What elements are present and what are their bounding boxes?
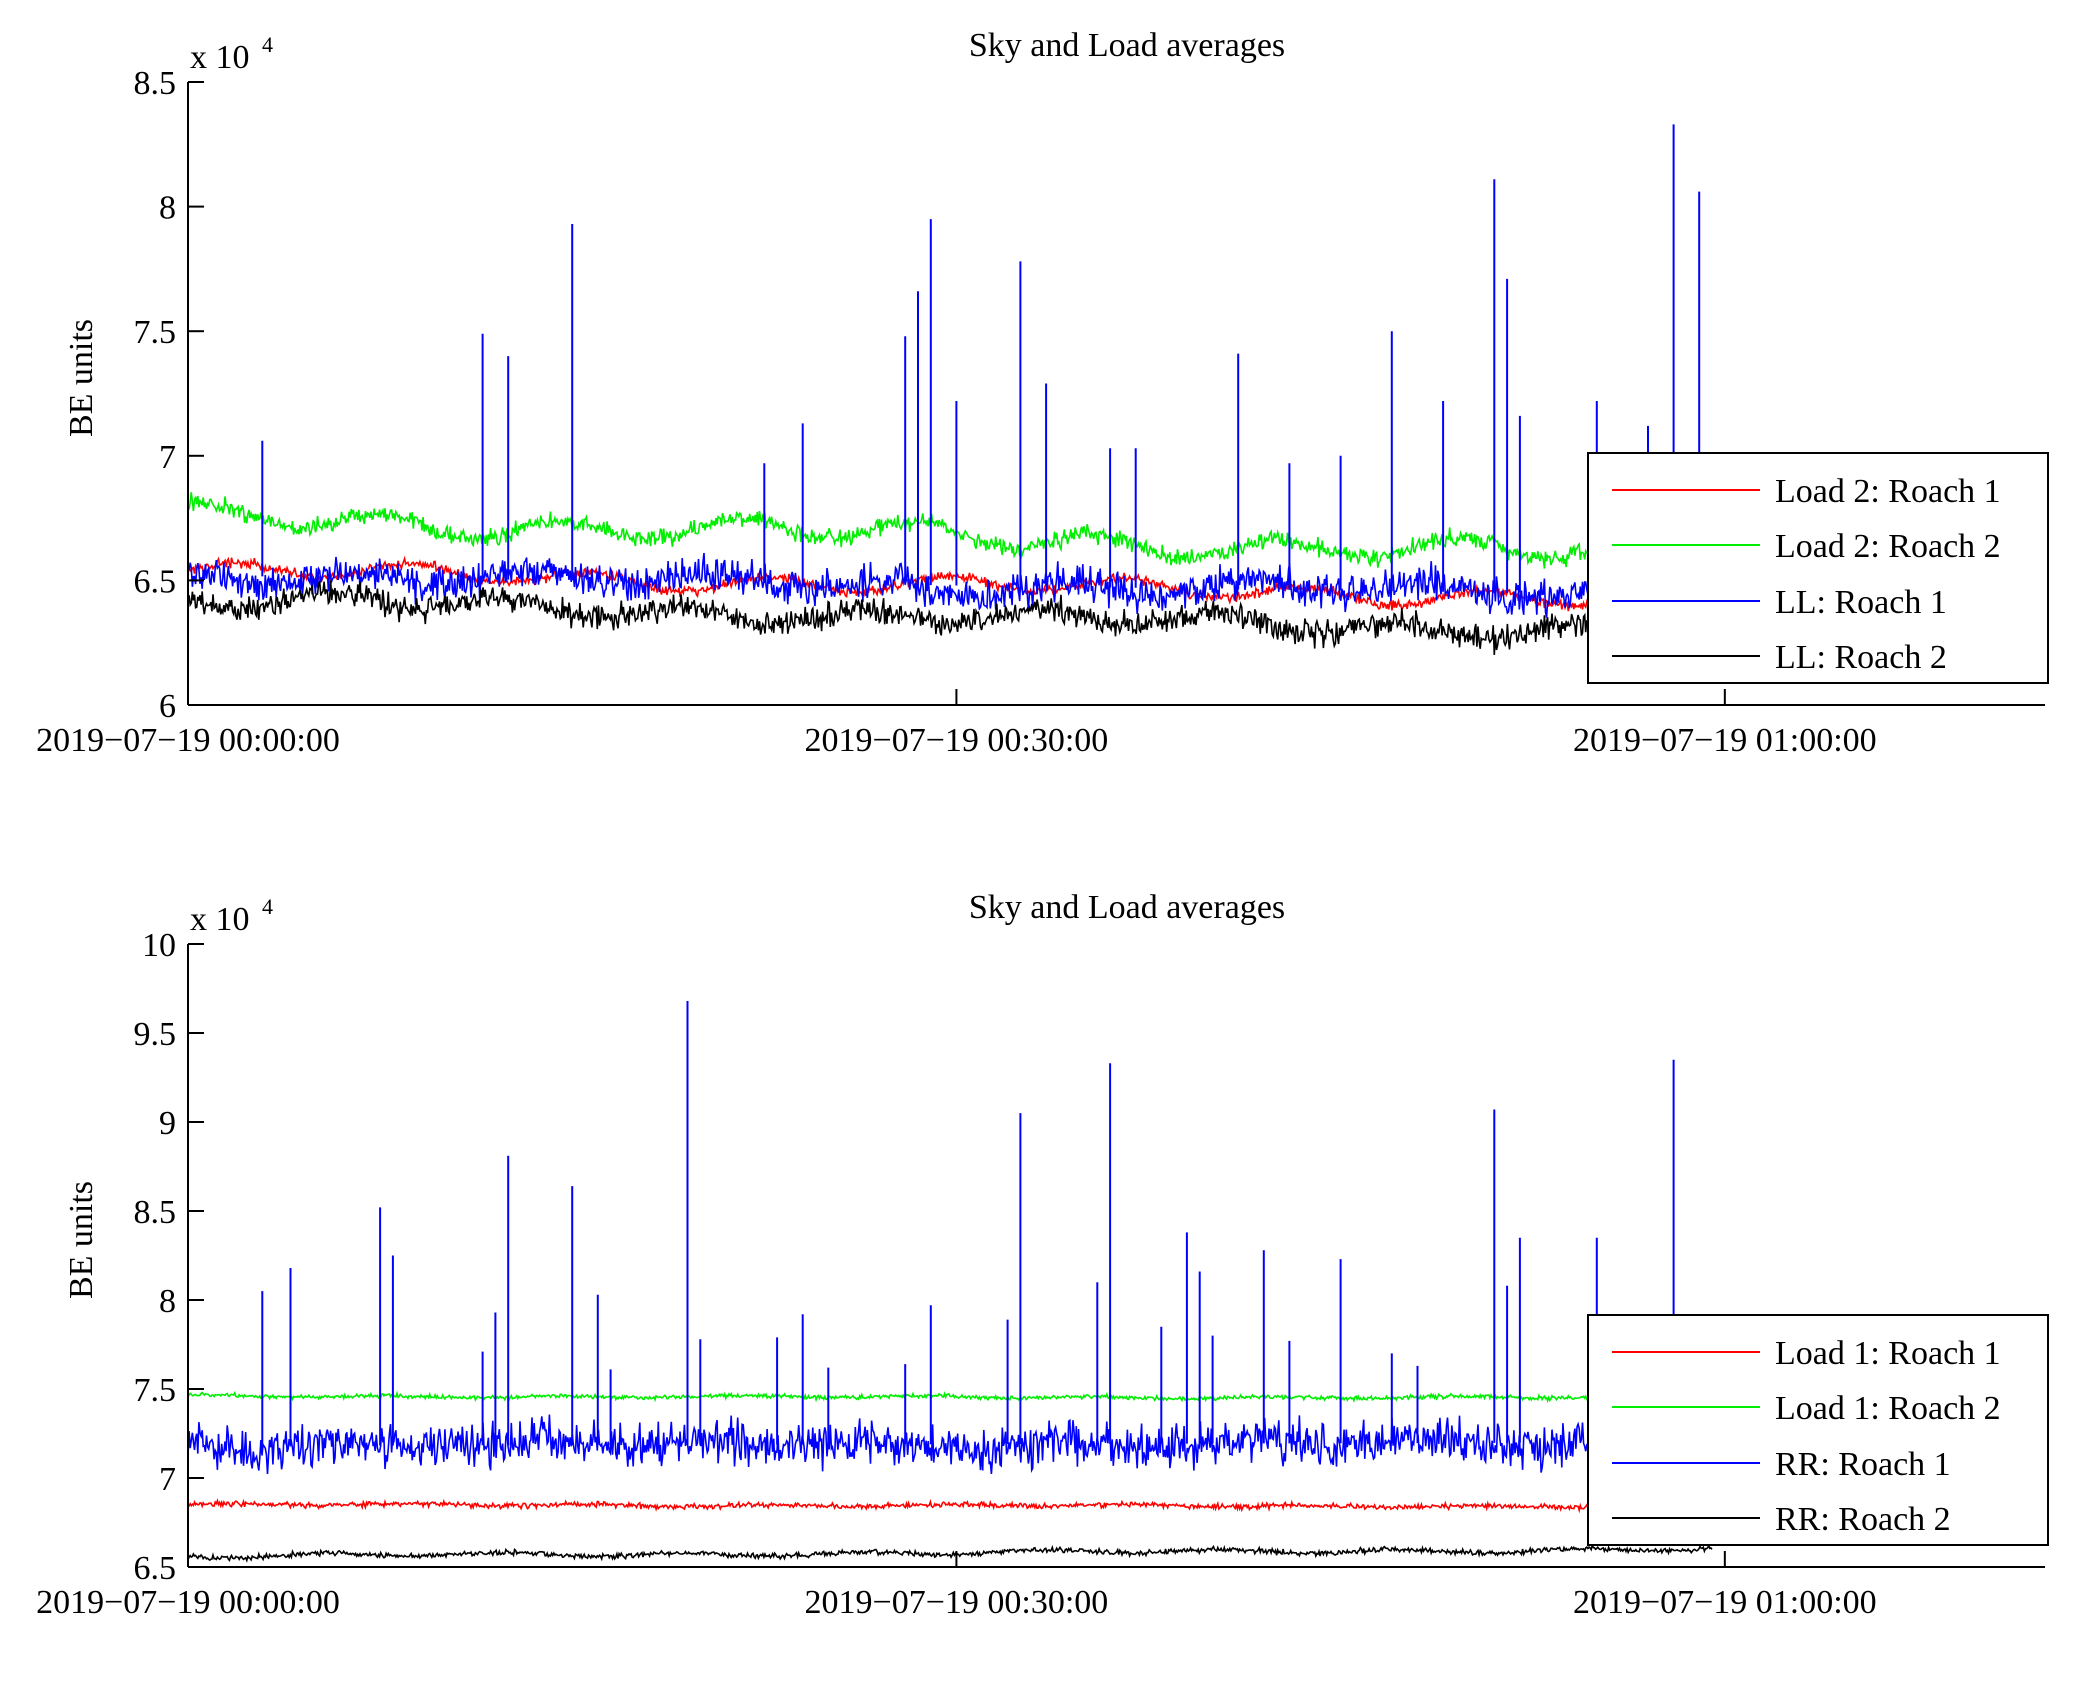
top-chart-legend-box: [1587, 452, 2049, 684]
top-chart-y-exponent-power: 4: [262, 32, 273, 57]
bottom-chart-y-tick-label-4: 8.5: [134, 1194, 177, 1231]
bottom-chart-y-tick-label-5: 9: [159, 1105, 176, 1142]
bottom-chart-title: Sky and Load averages: [969, 889, 1285, 926]
bottom-chart-axes: 6.5 7 7.5 8 8.5 9 9.5 10 2019−07−19 00:00:00 2019…: [36, 927, 2045, 1621]
bottom-chart-y-exponent: x 10 4: [190, 894, 273, 938]
bottom-chart-series-load-1-roach-1: [188, 1498, 1712, 1514]
bottom-chart-y-tick-label-3: 8: [159, 1283, 176, 1320]
top-chart-y-tick-label-3: 7.5: [134, 314, 177, 351]
top-chart-series-ll-roach-2: [188, 580, 1713, 656]
bottom-chart-y-tick-label-6: 9.5: [134, 1016, 177, 1053]
bottom-chart-y-axis-label: BE units: [63, 1181, 100, 1299]
bottom-chart-legend-box: [1587, 1314, 2049, 1546]
top-chart-title: Sky and Load averages: [969, 27, 1285, 64]
top-chart-legend-label-load2-roach2: Load 2: Roach 2: [1775, 528, 2001, 565]
top-chart: Sky and Load averages x 10 4 BE units 66…: [36, 27, 2049, 759]
top-chart-legend-label-ll-roach1: LL: Roach 1: [1775, 584, 1947, 621]
top-chart-legend: Load 2: Roach 1 Load 2: Roach 2 LL: Roac…: [1587, 452, 2049, 684]
top-chart-legend-label-ll-roach2: LL: Roach 2: [1775, 639, 1947, 676]
top-chart-series-load-2-roach-2: [188, 492, 1713, 573]
bottom-chart-y-exponent-power: 4: [262, 894, 273, 919]
bottom-chart-legend-label-load1-roach2: Load 1: Roach 2: [1775, 1390, 2001, 1427]
top-chart-y-tick-label-5: 8.5: [134, 65, 177, 102]
top-chart-series-ll-roach-1: [188, 552, 1713, 621]
top-chart-y-tick-label-1: 6.5: [134, 563, 177, 600]
top-chart-y-axis-label: BE units: [63, 319, 100, 437]
top-chart-y-exponent-base: x 10: [190, 39, 250, 76]
top-chart-axes: 6 6.5 7 7.5 8 8.5 2019−07−19 00:00:00 2019−07−1…: [36, 65, 2045, 759]
top-chart-x-tick-label-2: 2019−07−19 01:00:00: [1573, 722, 1877, 759]
bottom-chart-x-tick-label-2: 2019−07−19 01:00:00: [1573, 1584, 1877, 1621]
bottom-chart-x-tick-label-1: 2019−07−19 00:30:00: [805, 1584, 1109, 1621]
bottom-chart-series-rr-roach-2: [188, 1542, 1713, 1563]
top-chart-y-exponent: x 10 4: [190, 32, 273, 76]
bottom-chart-legend: Load 1: Roach 1 Load 1: Roach 2 RR: Roac…: [1587, 1314, 2049, 1546]
bottom-chart-y-tick-label-7: 10: [142, 927, 176, 964]
bottom-chart-legend-label-rr-roach2: RR: Roach 2: [1775, 1501, 1951, 1538]
bottom-chart-y-tick-label-0: 6.5: [134, 1550, 177, 1587]
top-chart-legend-label-load2-roach1: Load 2: Roach 1: [1775, 473, 2001, 510]
bottom-chart-legend-label-rr-roach1: RR: Roach 1: [1775, 1446, 1951, 1483]
top-chart-x-tick-label-0: 2019−07−19 00:00:00: [36, 722, 340, 759]
bottom-chart-x-tick-label-0: 2019−07−19 00:00:00: [36, 1584, 340, 1621]
bottom-chart-legend-label-load1-roach1: Load 1: Roach 1: [1775, 1335, 2001, 1372]
bottom-chart-y-exponent-base: x 10: [190, 901, 250, 938]
bottom-chart-y-tick-label-2: 7.5: [134, 1372, 177, 1409]
bottom-chart-series-load-1-roach-2: [188, 1390, 1713, 1404]
top-chart-y-tick-label-0: 6: [159, 688, 176, 725]
bottom-chart: Sky and Load averages x 10 4 BE units 6.…: [36, 889, 2049, 1621]
top-chart-x-tick-label-1: 2019−07−19 00:30:00: [805, 722, 1109, 759]
top-chart-y-tick-label-2: 7: [159, 439, 176, 476]
bottom-chart-series-rr-roach-1: [188, 1414, 1713, 1474]
bottom-chart-y-tick-label-1: 7: [159, 1461, 176, 1498]
top-chart-y-tick-label-4: 8: [159, 190, 176, 227]
